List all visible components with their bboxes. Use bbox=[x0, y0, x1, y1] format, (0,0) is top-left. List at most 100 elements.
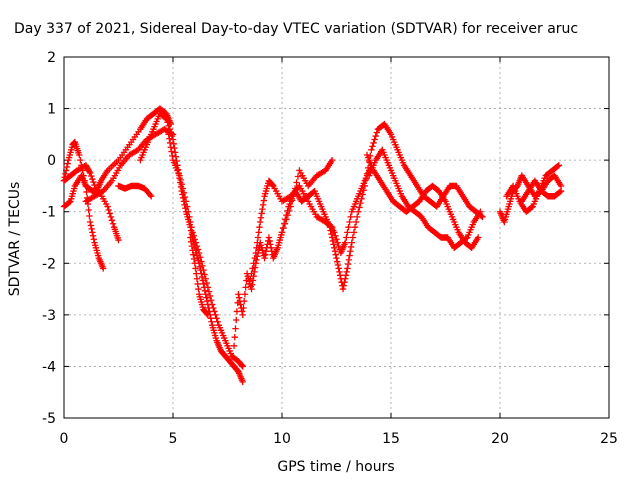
data-point bbox=[208, 318, 215, 325]
data-point bbox=[183, 203, 191, 210]
data-point bbox=[193, 275, 201, 282]
data-point bbox=[248, 285, 255, 293]
data-point bbox=[335, 265, 342, 272]
data-point bbox=[202, 275, 209, 282]
data-point bbox=[200, 280, 207, 288]
data-point bbox=[370, 139, 377, 147]
data-point bbox=[288, 197, 296, 204]
data-point bbox=[373, 129, 381, 136]
chart-title: Day 337 of 2021, Sidereal Day-to-day VTE… bbox=[14, 21, 578, 37]
data-point bbox=[345, 223, 352, 231]
data-point bbox=[355, 208, 362, 215]
data-point bbox=[294, 173, 302, 180]
series-sat-i bbox=[230, 162, 375, 349]
data-point bbox=[166, 139, 174, 147]
data-point bbox=[88, 225, 95, 233]
data-point bbox=[213, 315, 220, 322]
data-point bbox=[290, 191, 297, 198]
data-point bbox=[347, 213, 354, 221]
data-point bbox=[293, 179, 300, 186]
series-sat-q bbox=[518, 177, 565, 205]
data-point bbox=[182, 198, 190, 205]
data-point bbox=[237, 301, 244, 308]
data-point bbox=[62, 170, 69, 178]
data-point bbox=[212, 311, 219, 319]
data-point bbox=[247, 275, 254, 282]
data-point bbox=[235, 294, 243, 301]
data-point bbox=[63, 163, 71, 171]
data-point bbox=[345, 256, 353, 264]
data-point bbox=[328, 156, 336, 164]
data-point bbox=[255, 229, 262, 236]
data-point bbox=[91, 181, 98, 189]
data-point bbox=[190, 255, 198, 263]
data-point bbox=[235, 291, 242, 298]
y-tick-label: 2 bbox=[47, 50, 56, 66]
data-point bbox=[343, 234, 350, 241]
data-point bbox=[203, 297, 211, 305]
y-tick-label: -1 bbox=[42, 205, 56, 221]
data-point bbox=[249, 265, 256, 272]
data-point bbox=[64, 160, 71, 167]
y-tick-label: -5 bbox=[42, 411, 56, 427]
data-point bbox=[362, 176, 370, 184]
data-point bbox=[163, 115, 170, 123]
data-point bbox=[356, 204, 363, 211]
data-point bbox=[287, 203, 294, 210]
data-point bbox=[248, 270, 255, 277]
data-point bbox=[334, 239, 341, 246]
data-point bbox=[164, 119, 171, 126]
data-point bbox=[328, 230, 335, 238]
data-point bbox=[177, 176, 184, 184]
data-point bbox=[342, 239, 349, 246]
data-point bbox=[171, 144, 178, 152]
data-point bbox=[191, 236, 198, 243]
data-point bbox=[85, 206, 92, 214]
data-point bbox=[343, 268, 350, 276]
data-point bbox=[269, 181, 276, 189]
series-sat-e bbox=[115, 182, 155, 200]
data-point bbox=[108, 217, 116, 224]
data-point bbox=[278, 229, 286, 236]
data-point bbox=[176, 172, 183, 179]
y-axis-label: SDTVAR / TECUs bbox=[7, 182, 23, 297]
data-point bbox=[88, 172, 95, 180]
data-point bbox=[86, 168, 93, 175]
data-point bbox=[190, 251, 197, 258]
data-point bbox=[369, 143, 376, 150]
data-point bbox=[203, 294, 210, 301]
data-point bbox=[352, 218, 360, 226]
data-point bbox=[86, 169, 94, 177]
data-point bbox=[332, 251, 339, 258]
data-point bbox=[166, 135, 173, 142]
data-point bbox=[179, 185, 187, 192]
data-point bbox=[206, 292, 214, 300]
data-point bbox=[331, 244, 338, 252]
data-point bbox=[168, 148, 175, 155]
data-point bbox=[332, 232, 339, 239]
data-point bbox=[328, 234, 336, 241]
data-point bbox=[203, 310, 211, 318]
data-point bbox=[199, 262, 206, 270]
data-point bbox=[348, 239, 355, 246]
data-point bbox=[188, 242, 196, 250]
data-point bbox=[200, 266, 207, 274]
data-point bbox=[197, 254, 204, 261]
data-marks bbox=[60, 105, 565, 386]
data-point bbox=[171, 149, 179, 156]
data-point bbox=[344, 260, 352, 268]
data-point bbox=[259, 201, 267, 209]
data-point bbox=[169, 152, 176, 160]
data-point bbox=[361, 182, 369, 190]
x-tick-label: 15 bbox=[382, 431, 400, 447]
y-tick-label: 1 bbox=[47, 102, 56, 118]
data-point bbox=[201, 287, 209, 294]
series-sat-p bbox=[503, 162, 563, 215]
data-point bbox=[205, 288, 213, 295]
data-point bbox=[209, 301, 216, 308]
data-point bbox=[87, 222, 95, 229]
data-point bbox=[186, 213, 193, 221]
data-point bbox=[203, 279, 210, 287]
data-point bbox=[166, 126, 173, 133]
